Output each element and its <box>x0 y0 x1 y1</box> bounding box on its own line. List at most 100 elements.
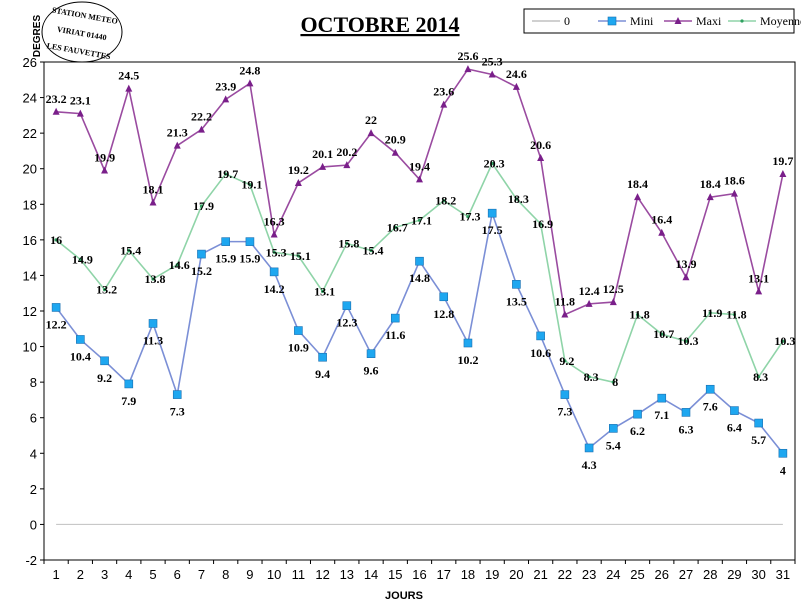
data-label-maxi: 25.6 <box>457 49 478 63</box>
data-point <box>732 312 737 317</box>
data-label-moyenne: 18.3 <box>508 192 529 206</box>
data-point <box>52 107 60 115</box>
x-tick-label: 29 <box>727 567 741 582</box>
data-point <box>125 84 133 92</box>
y-tick-label: 10 <box>23 340 37 355</box>
series-moyenne <box>54 161 785 384</box>
stamp-logo: STATION METEO VIRIAT 01440 LES FAUVETTES <box>41 1 123 63</box>
data-point <box>778 448 788 458</box>
data-point <box>466 215 470 219</box>
data-point <box>248 183 252 187</box>
data-point <box>221 237 230 246</box>
data-label-moyenne: 8.3 <box>753 370 768 384</box>
data-label-maxi: 19.9 <box>94 150 115 164</box>
data-label-moyenne: 13.2 <box>96 283 117 297</box>
data-point <box>270 230 278 238</box>
data-label-mini: 15.2 <box>191 264 212 278</box>
data-point <box>102 288 107 292</box>
data-label-mini: 12.3 <box>336 316 357 330</box>
data-label-mini: 12.2 <box>46 317 67 331</box>
data-label-maxi: 24.5 <box>118 69 139 83</box>
data-point <box>367 129 375 137</box>
data-point <box>294 178 302 186</box>
data-label-maxi: 22.2 <box>191 110 212 124</box>
data-label-mini: 10.6 <box>530 346 551 360</box>
data-point <box>319 162 327 170</box>
x-tick-label: 25 <box>630 567 644 582</box>
data-point <box>148 319 158 328</box>
data-label-mini: 7.3 <box>170 405 185 419</box>
data-label-moyenne: 11.8 <box>726 308 746 322</box>
data-label-moyenne: 14.9 <box>72 252 93 266</box>
data-point <box>658 228 666 236</box>
data-point <box>345 241 349 246</box>
y-tick-label: 2 <box>30 482 37 497</box>
data-label-maxi: 19.4 <box>409 159 430 173</box>
y-tick-label: 0 <box>30 517 37 532</box>
data-point <box>51 303 61 312</box>
data-label-mini: 10.2 <box>457 353 478 367</box>
data-label-maxi: 23.1 <box>70 94 91 108</box>
data-point <box>490 161 494 165</box>
data-label-maxi: 18.4 <box>700 177 721 191</box>
x-tick-label: 7 <box>198 567 205 582</box>
data-label-moyenne: 16.7 <box>387 220 408 234</box>
legend-marker <box>674 17 682 24</box>
data-point <box>393 225 397 230</box>
data-label-mini: 15.9 <box>215 252 236 266</box>
data-label-moyenne: 11.8 <box>629 308 649 322</box>
data-label-maxi: 20.6 <box>530 138 551 152</box>
data-label-moyenne: 10.3 <box>677 334 698 348</box>
x-tick-label: 17 <box>436 567 450 582</box>
chart-title: OCTOBRE 2014 <box>300 12 459 37</box>
data-point <box>342 301 352 310</box>
data-label-mini: 7.9 <box>121 394 136 408</box>
data-point <box>294 326 303 335</box>
data-point <box>609 424 618 433</box>
data-label-moyenne: 17.9 <box>193 199 214 213</box>
data-point <box>463 338 473 348</box>
x-tick-label: 21 <box>533 567 547 582</box>
x-tick-label: 19 <box>485 567 499 582</box>
data-point <box>149 198 157 206</box>
data-point <box>660 332 664 336</box>
y-tick-label: 8 <box>30 375 37 390</box>
y-axis-label: DEGRES <box>32 15 43 58</box>
data-point <box>584 443 594 453</box>
data-point <box>611 380 615 384</box>
data-point <box>76 109 84 117</box>
data-label-maxi: 13.9 <box>675 257 696 271</box>
data-point <box>222 95 230 103</box>
x-tick-label: 2 <box>77 567 84 582</box>
x-tick-label: 12 <box>315 567 329 582</box>
data-label-moyenne: 20.3 <box>484 156 505 170</box>
x-tick-label: 16 <box>412 567 426 582</box>
data-point <box>682 273 690 281</box>
data-label-mini: 14.2 <box>264 282 285 296</box>
x-axis-label: JOURS <box>385 590 423 602</box>
data-label-mini: 14.8 <box>409 271 430 285</box>
x-tick-label: 20 <box>509 567 523 582</box>
x-tick-label: 3 <box>101 567 108 582</box>
legend-entry: Moyenne <box>728 14 801 28</box>
data-label-mini: 4 <box>780 463 786 477</box>
legend-marker <box>740 19 744 23</box>
data-label-moyenne: 16 <box>50 233 62 247</box>
x-tick-label: 24 <box>606 567 620 582</box>
data-point <box>199 204 204 208</box>
data-point <box>539 222 543 226</box>
data-label-mini: 13.5 <box>506 294 527 308</box>
data-label-maxi: 12.4 <box>579 284 600 298</box>
data-point <box>318 352 327 362</box>
data-point <box>343 161 351 169</box>
y-tick-label: 22 <box>23 126 37 141</box>
x-tick-label: 6 <box>174 567 181 582</box>
data-label-moyenne: 15.3 <box>266 245 287 259</box>
data-label-moyenne: 18.2 <box>435 194 456 208</box>
y-tick-label: 18 <box>23 197 37 212</box>
data-label-moyenne: 19.7 <box>217 167 238 181</box>
data-label-moyenne: 9.2 <box>559 354 574 368</box>
x-tick-label: 30 <box>751 567 765 582</box>
x-tick-label: 9 <box>246 567 253 582</box>
